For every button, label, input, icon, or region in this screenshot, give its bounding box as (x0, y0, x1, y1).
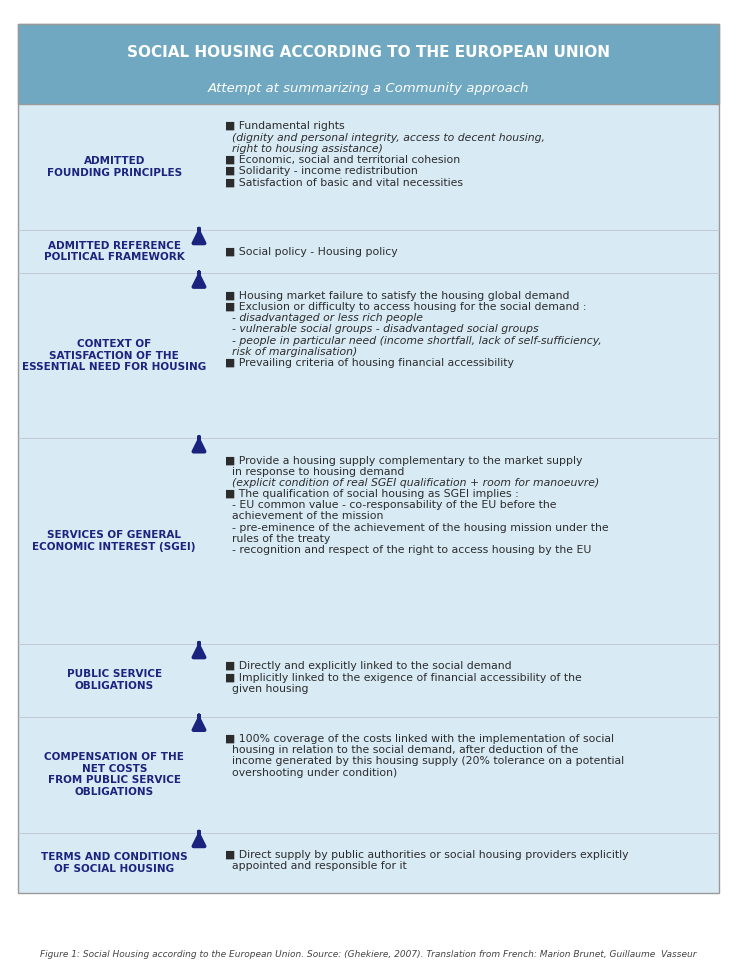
Text: - pre-eminence of the achievement of the housing mission under the: - pre-eminence of the achievement of the… (225, 522, 609, 532)
Text: ■ Satisfaction of basic and vital necessities: ■ Satisfaction of basic and vital necess… (225, 177, 463, 187)
Text: - vulnerable social groups - disadvantaged social groups: - vulnerable social groups - disadvantag… (225, 324, 539, 334)
Text: housing in relation to the social demand, after deduction of the: housing in relation to the social demand… (225, 745, 578, 755)
Text: - recognition and respect of the right to access housing by the EU: - recognition and respect of the right t… (225, 545, 591, 554)
Text: Attempt at summarizing a Community approach: Attempt at summarizing a Community appro… (208, 82, 529, 95)
Text: ■ Prevailing criteria of housing financial accessibility: ■ Prevailing criteria of housing financi… (225, 358, 514, 368)
Text: ■ Fundamental rights: ■ Fundamental rights (225, 121, 344, 131)
Text: risk of marginalisation): risk of marginalisation) (225, 347, 357, 356)
Text: (explicit condition of real SGEI qualification + room for manoeuvre): (explicit condition of real SGEI qualifi… (225, 478, 599, 487)
Text: PUBLIC SERVICE
OBLIGATIONS: PUBLIC SERVICE OBLIGATIONS (66, 669, 162, 691)
Text: achievement of the mission: achievement of the mission (225, 512, 383, 521)
Text: ■ Exclusion or difficulty to access housing for the social demand :: ■ Exclusion or difficulty to access hous… (225, 302, 587, 312)
Text: SOCIAL HOUSING ACCORDING TO THE EUROPEAN UNION: SOCIAL HOUSING ACCORDING TO THE EUROPEAN… (127, 45, 610, 60)
Text: (dignity and personal integrity, access to decent housing,: (dignity and personal integrity, access … (225, 132, 545, 143)
Text: ■ Provide a housing supply complementary to the market supply: ■ Provide a housing supply complementary… (225, 455, 582, 465)
Text: ■ The qualification of social housing as SGEI implies :: ■ The qualification of social housing as… (225, 489, 519, 499)
Text: ■ 100% coverage of the costs linked with the implementation of social: ■ 100% coverage of the costs linked with… (225, 734, 614, 744)
Text: ADMITTED REFERENCE
POLITICAL FRAMEWORK: ADMITTED REFERENCE POLITICAL FRAMEWORK (44, 241, 184, 262)
Text: ■ Directly and explicitly linked to the social demand: ■ Directly and explicitly linked to the … (225, 661, 511, 671)
Text: ■ Implicitly linked to the exigence of financial accessibility of the: ■ Implicitly linked to the exigence of f… (225, 673, 581, 683)
Text: given housing: given housing (225, 684, 308, 693)
Text: Figure 1: Social Housing according to the European Union. Source: (Ghekiere, 200: Figure 1: Social Housing according to th… (41, 951, 696, 959)
Bar (18, 24, 719, 893)
Text: appointed and responsible for it: appointed and responsible for it (225, 861, 407, 871)
Bar (18, 24, 719, 104)
Text: ■ Housing market failure to satisfy the housing global demand: ■ Housing market failure to satisfy the … (225, 291, 569, 301)
Text: ■ Solidarity - income redistribution: ■ Solidarity - income redistribution (225, 166, 418, 176)
Text: CONTEXT OF
SATISFACTION OF THE
ESSENTIAL NEED FOR HOUSING: CONTEXT OF SATISFACTION OF THE ESSENTIAL… (22, 339, 206, 372)
Text: ADMITTED
FOUNDING PRINCIPLES: ADMITTED FOUNDING PRINCIPLES (46, 156, 182, 178)
Text: ■ Economic, social and territorial cohesion: ■ Economic, social and territorial cohes… (225, 154, 460, 165)
Text: COMPENSATION OF THE
NET COSTS
FROM PUBLIC SERVICE
OBLIGATIONS: COMPENSATION OF THE NET COSTS FROM PUBLI… (44, 753, 184, 797)
Text: right to housing assistance): right to housing assistance) (225, 144, 383, 153)
Text: SERVICES OF GENERAL
ECONOMIC INTEREST (SGEI): SERVICES OF GENERAL ECONOMIC INTEREST (S… (32, 530, 196, 552)
Text: - EU common value - co-responsability of the EU before the: - EU common value - co-responsability of… (225, 500, 556, 510)
Text: - disadvantaged or less rich people: - disadvantaged or less rich people (225, 314, 423, 323)
Text: rules of the treaty: rules of the treaty (225, 534, 330, 544)
Text: TERMS AND CONDITIONS
OF SOCIAL HOUSING: TERMS AND CONDITIONS OF SOCIAL HOUSING (41, 853, 187, 874)
Text: income generated by this housing supply (20% tolerance on a potential: income generated by this housing supply … (225, 756, 624, 766)
Text: ■ Direct supply by public authorities or social housing providers explicitly: ■ Direct supply by public authorities or… (225, 851, 628, 860)
Text: in response to housing demand: in response to housing demand (225, 467, 404, 477)
Text: overshooting under condition): overshooting under condition) (225, 767, 397, 778)
Text: ■ Social policy - Housing policy: ■ Social policy - Housing policy (225, 248, 397, 257)
Text: - people in particular need (income shortfall, lack of self-sufficiency,: - people in particular need (income shor… (225, 336, 601, 346)
